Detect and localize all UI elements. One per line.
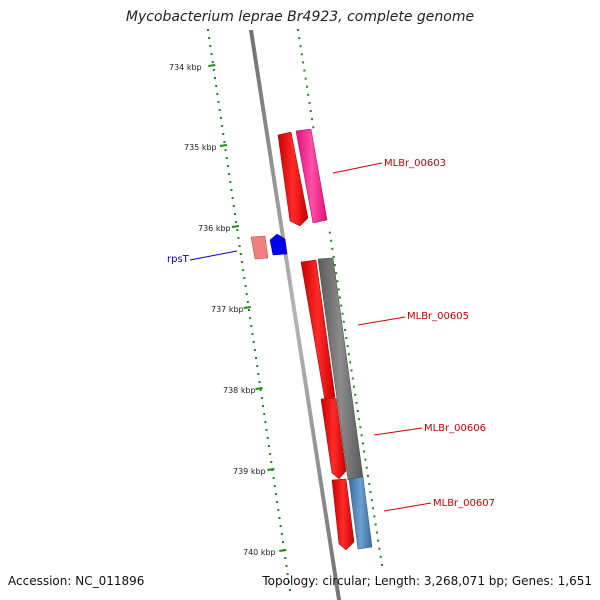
- major-tick: [208, 64, 216, 67]
- cds-arrow[interactable]: [331, 478, 355, 551]
- gene-label: MLBr_00606: [424, 423, 486, 434]
- label-leader: [357, 316, 406, 326]
- tick-label: 735 kbp: [184, 143, 217, 152]
- tick-label: 738 kbp: [223, 386, 256, 395]
- tick-label: 740 kbp: [243, 548, 276, 557]
- major-tick: [279, 549, 287, 552]
- feature-mlbr-00607[interactable]: MLBr_00607: [331, 476, 495, 551]
- tick-label: 734 kbp: [169, 63, 202, 72]
- rna-block[interactable]: [250, 235, 269, 260]
- feature-mlbr-00606[interactable]: MLBr_00606: [320, 397, 486, 480]
- inner-dotted-ring: [207, 29, 291, 591]
- feature-rpst[interactable]: rpsT: [167, 233, 288, 265]
- feature-mlbr-00605[interactable]: MLBr_00605: [300, 257, 469, 481]
- cds-arrow[interactable]: [277, 131, 309, 227]
- major-tick: [219, 144, 228, 147]
- major-tick: [255, 387, 263, 390]
- feature-mlbr-00603[interactable]: MLBr_00603: [277, 128, 446, 227]
- tick-label: 736 kbp: [198, 224, 231, 233]
- gene-label: MLBr_00607: [433, 498, 495, 509]
- map-title: Mycobacterium leprae Br4923, complete ge…: [125, 9, 475, 25]
- major-tick: [243, 306, 251, 309]
- cds-arrow[interactable]: [300, 259, 336, 402]
- label-leader: [332, 162, 383, 174]
- cds-bar[interactable]: [348, 476, 373, 550]
- label-leader: [189, 250, 238, 261]
- cds-arrow[interactable]: [295, 128, 328, 224]
- major-tick: [231, 225, 239, 228]
- outer-dotted-ring: [297, 29, 383, 566]
- tick-label: 737 kbp: [211, 305, 244, 314]
- gene-label: rpsT: [167, 254, 190, 265]
- genome-stats: Topology: circular; Length: 3,268,071 bp…: [262, 574, 592, 588]
- rna-arrow[interactable]: [269, 233, 288, 256]
- cds-arrow[interactable]: [320, 397, 347, 480]
- tick-label: 739 kbp: [233, 467, 266, 476]
- label-leader: [373, 427, 423, 436]
- genome-backbone: [249, 30, 341, 600]
- gene-label: MLBr_00603: [384, 158, 446, 169]
- gene-label: MLBr_00605: [407, 311, 469, 322]
- accession-text: Accession: NC_011896: [8, 574, 145, 588]
- label-leader: [383, 502, 432, 512]
